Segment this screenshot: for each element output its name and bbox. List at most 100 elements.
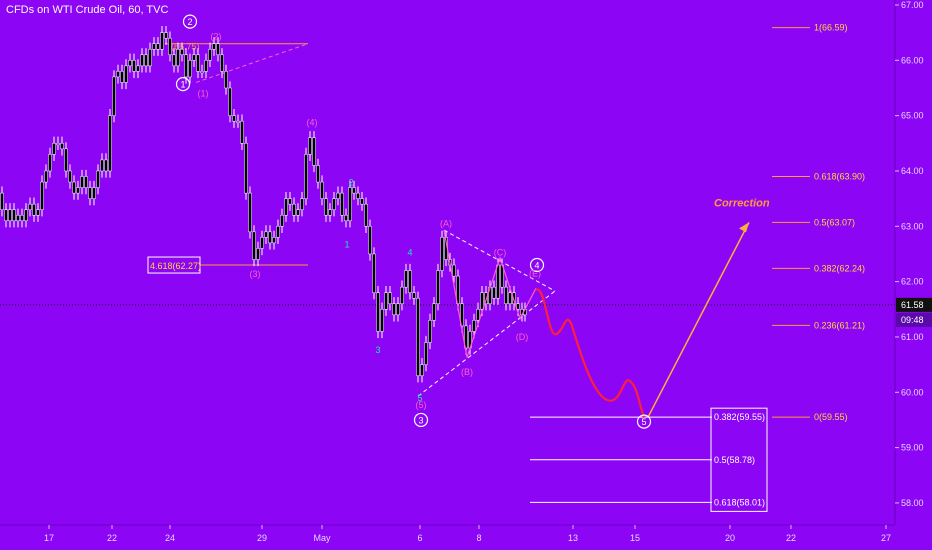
wave-circle-label: 1	[180, 80, 185, 90]
candle-body	[116, 71, 120, 78]
candle-body	[60, 143, 64, 150]
candle-body	[304, 154, 308, 199]
wave-circle-3	[413, 412, 429, 428]
candle-body	[80, 176, 84, 188]
candle-body	[68, 170, 72, 183]
candle-body	[32, 203, 36, 216]
candle-body	[216, 43, 220, 56]
wave-pink-label: (B)	[461, 367, 473, 377]
candle-body	[196, 54, 200, 72]
y-tick-label: 62.00	[901, 277, 924, 287]
wave-pink-label: (4)	[307, 117, 318, 127]
wave-circle-5	[636, 414, 652, 429]
wave-green-label: 5	[417, 393, 422, 403]
y-tick-label: 66.00	[901, 55, 924, 65]
wave-1-trendline	[195, 43, 309, 83]
candle-body	[416, 297, 420, 376]
candle-body	[188, 60, 192, 78]
candle-body	[160, 32, 164, 50]
x-tick-label: 15	[630, 533, 640, 543]
wave-pink-label: (3)	[250, 269, 261, 279]
candle-body	[8, 209, 12, 222]
candle-body	[152, 43, 156, 50]
wave-pink-label: (5)	[416, 400, 427, 410]
candle-body	[212, 43, 216, 50]
wave-circle-label: 5	[641, 417, 646, 427]
candle-body	[20, 214, 24, 222]
x-tick-label: 27	[881, 533, 891, 543]
candle-body	[208, 49, 212, 61]
candle-body	[388, 292, 392, 305]
fib-target-label: 0.236(61.21)	[814, 320, 865, 330]
candle-body	[472, 320, 476, 332]
candle-body	[132, 60, 136, 72]
x-tick-label: 8	[476, 533, 481, 543]
wave-circle-2	[182, 14, 198, 29]
candle-body	[184, 54, 188, 78]
candle-body	[400, 286, 404, 305]
candle-body	[144, 54, 148, 67]
candle-body	[56, 143, 60, 146]
candle-body	[40, 181, 44, 210]
candle-body	[176, 49, 180, 67]
x-tick-label: 22	[107, 533, 117, 543]
x-tick-label: 17	[44, 533, 54, 543]
candle-body	[112, 76, 116, 116]
candle-body	[136, 65, 140, 72]
y-tick-label: 63.00	[901, 221, 924, 231]
wave-pink-label: (A)	[440, 219, 452, 229]
candle-body	[508, 292, 512, 305]
candle-body	[36, 209, 40, 216]
fib-target-label: 0.5(63.07)	[814, 217, 855, 227]
candle-body	[384, 292, 388, 310]
countdown-value: 09:48	[901, 315, 924, 325]
candle-body	[44, 170, 48, 183]
y-tick-label: 61.00	[901, 332, 924, 342]
candle-body	[204, 60, 208, 72]
candle-body	[4, 209, 8, 222]
candle-body	[192, 54, 196, 61]
x-tick-label: 24	[165, 533, 175, 543]
candle-body	[12, 209, 16, 222]
x-tick-label: 29	[257, 533, 267, 543]
candle-body	[380, 309, 384, 332]
x-tick-label: May	[313, 533, 331, 543]
candle-body	[356, 192, 360, 199]
candle-body	[452, 264, 456, 277]
last-price-badge	[896, 297, 932, 312]
candle-body	[368, 226, 372, 255]
candle-body	[172, 54, 176, 67]
candle-body	[344, 214, 348, 222]
candle-body	[324, 198, 328, 216]
candle-body	[200, 71, 204, 74]
candle-body	[120, 71, 124, 83]
candle-body	[476, 309, 480, 321]
candle-body	[276, 226, 280, 238]
candle-body	[260, 237, 264, 249]
candle-body	[296, 209, 300, 216]
chart-title: CFDs on WTI Crude Oil, 60, TVC	[6, 4, 169, 16]
high-price-label: (66.75)	[171, 41, 200, 51]
candle-body	[436, 270, 440, 305]
candle-body	[340, 192, 344, 216]
y-tick-label: 60.00	[901, 387, 924, 397]
wave-pink-label: (E)	[529, 268, 541, 278]
fib-extension-box	[147, 256, 201, 274]
candle-body	[352, 187, 356, 194]
candle-body	[148, 49, 152, 67]
candle-body	[336, 192, 340, 199]
x-tick-label: 13	[568, 533, 578, 543]
candle-body	[64, 148, 68, 172]
candle-body	[100, 159, 104, 172]
candle-body	[28, 203, 32, 210]
candle-body	[364, 203, 368, 227]
wave-circle-1	[175, 77, 191, 92]
candle-body	[164, 32, 168, 39]
candle-body	[308, 137, 312, 155]
last-price-value: 61.58	[901, 300, 924, 310]
wave-pink-label: (1)	[198, 89, 209, 99]
wave-circle-label: 2	[187, 17, 192, 27]
candle-body	[268, 231, 272, 244]
candle-body	[456, 275, 460, 305]
